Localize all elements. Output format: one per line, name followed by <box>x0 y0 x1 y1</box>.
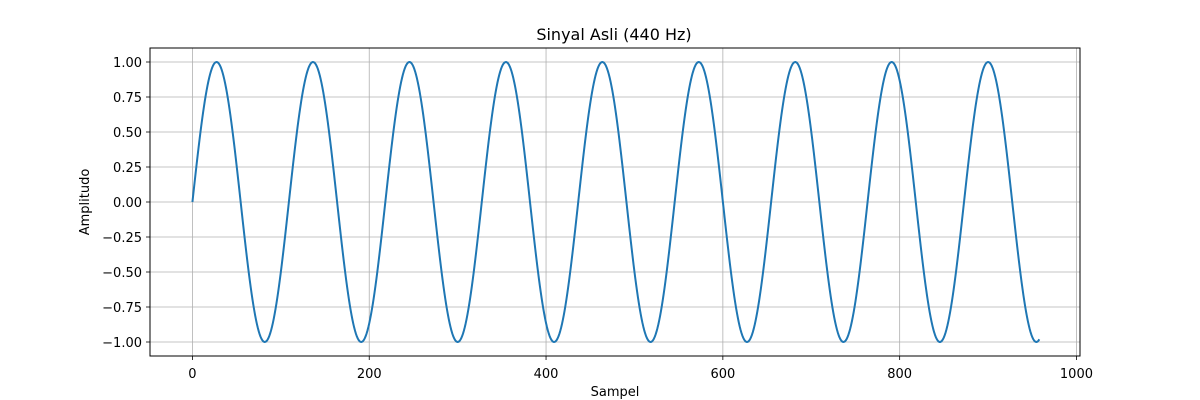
y-tick-label: 0.25 <box>113 161 142 176</box>
y-axis: 1.00 0.75 0.50 0.25 0.00 −0.25 −0.50 −0.75 −1.00 <box>102 56 150 351</box>
chart-title: Sinyal Asli (440 Hz) <box>536 25 691 44</box>
y-axis-label: Amplitudo <box>78 169 93 236</box>
x-tick-label: 200 <box>357 367 382 382</box>
y-tick-label: −1.00 <box>102 336 142 351</box>
y-tick-label: 0.75 <box>113 91 142 106</box>
series-layer <box>191 61 1041 343</box>
y-tick-label: 0.00 <box>113 196 142 211</box>
x-tick-label: 600 <box>710 367 735 382</box>
y-tick-label: 0.50 <box>113 126 142 141</box>
x-axis: 0 200 400 600 800 1000 <box>188 356 1093 382</box>
x-tick-label: 1000 <box>1060 367 1093 382</box>
signal-line <box>191 61 1041 343</box>
x-axis-label: Sampel <box>591 385 640 400</box>
x-tick-label: 0 <box>188 367 196 382</box>
x-tick-label: 800 <box>887 367 912 382</box>
y-tick-label: −0.50 <box>102 266 142 281</box>
grid <box>150 48 1080 356</box>
y-tick-label: −0.75 <box>102 301 142 316</box>
x-tick-label: 400 <box>534 367 559 382</box>
y-tick-label: −0.25 <box>102 231 142 246</box>
y-tick-label: 1.00 <box>113 56 142 71</box>
